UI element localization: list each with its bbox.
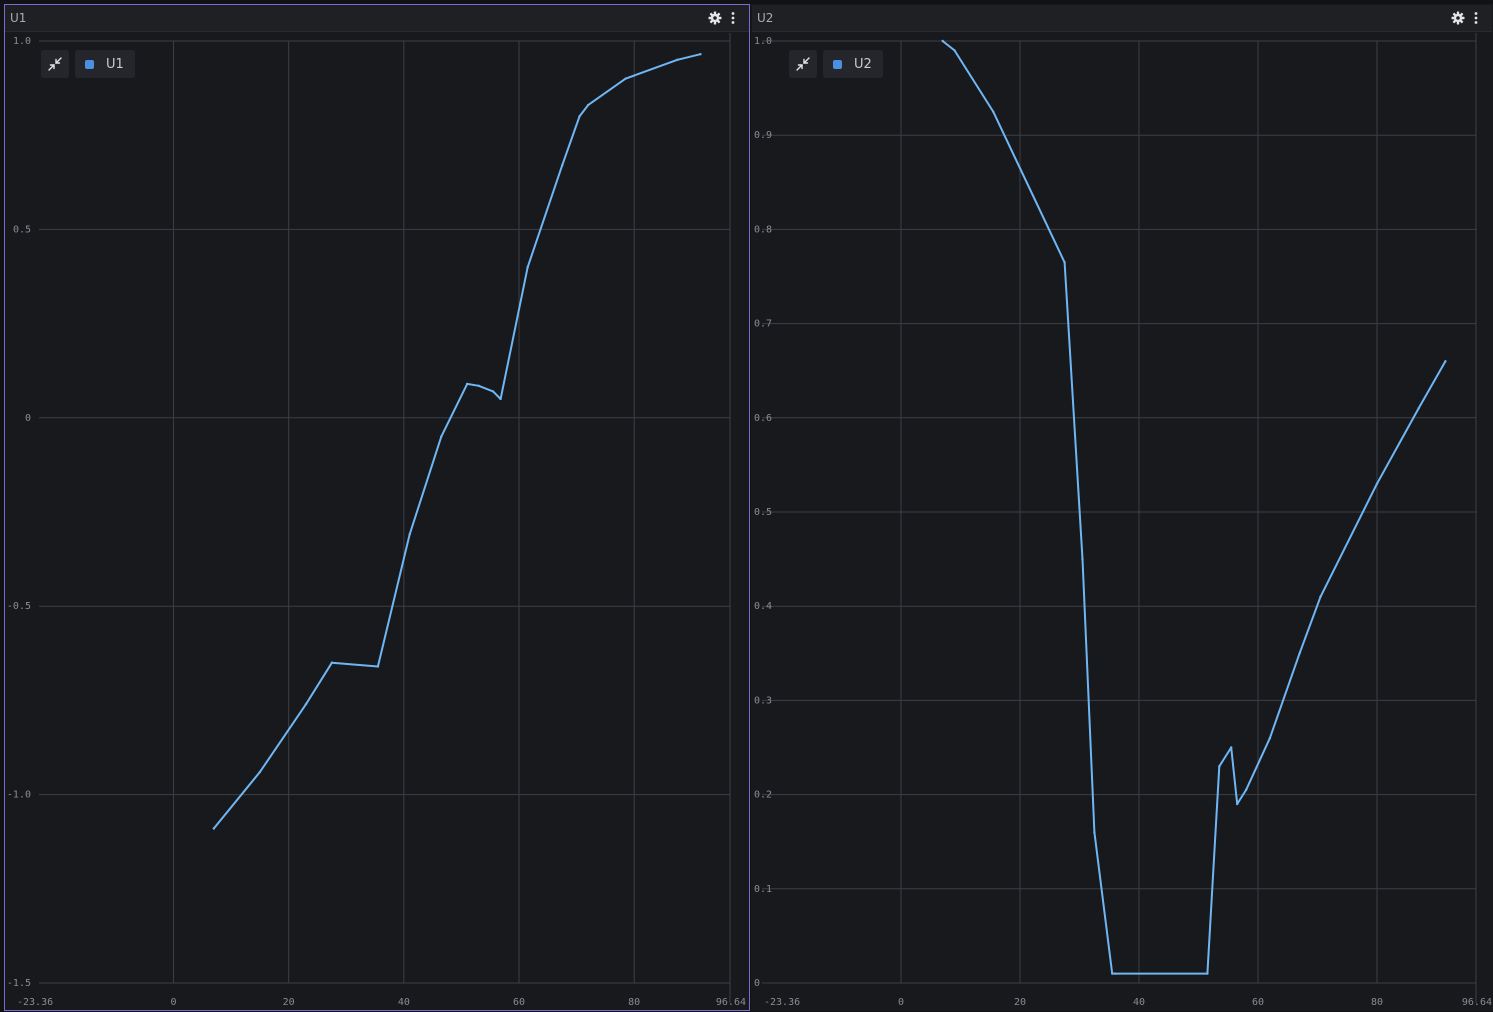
y-tick-label: 1.0 [13, 36, 31, 47]
grid-lines [762, 33, 1477, 1003]
y-tick-label: 0.9 [754, 130, 772, 141]
data-point [1298, 652, 1301, 655]
y-tick-label: 0.8 [754, 224, 772, 235]
kebab-menu-icon[interactable] [725, 10, 741, 26]
series-line-u1 [212, 53, 702, 830]
data-point [526, 265, 529, 269]
x-tick-label: 60 [1252, 997, 1264, 1008]
panel-title: U1 [10, 11, 27, 25]
plot-area[interactable]: -23.36 0 20 40 60 80 96.64 1.0 0.5 0 -0.5 -1.0 -1.5 [5, 32, 749, 1010]
line-chart-u2: -23.36 0 20 40 60 80 96.64 1.0 0.9 0.8 0.7 0.6 0.5 0.… [754, 33, 1492, 1008]
data-point [992, 110, 995, 113]
y-tick-label: 0.7 [754, 319, 772, 330]
data-point [1081, 557, 1084, 561]
panel-u2[interactable]: U2 [751, 4, 1493, 1011]
data-point [676, 58, 679, 62]
data-point [376, 665, 380, 668]
data-point [1113, 972, 1117, 975]
x-tick-label: 96.64 [1462, 997, 1492, 1008]
x-tick-label: 20 [1014, 997, 1026, 1008]
legend-swatch [833, 59, 842, 69]
y-tick-label: 0.5 [13, 224, 31, 235]
data-point [578, 115, 581, 118]
data-point [1444, 360, 1447, 363]
legend-label: U1 [106, 56, 124, 72]
gear-icon[interactable] [1450, 10, 1466, 26]
y-tick-label: 0 [25, 413, 31, 424]
line-chart-u1: -23.36 0 20 40 60 80 96.64 1.0 0.5 0 -0.5 -1.0 -1.5 [7, 33, 746, 1008]
data-point [1268, 736, 1272, 740]
data-point [1063, 261, 1066, 264]
data-point [1206, 972, 1209, 975]
plot-area[interactable]: -23.36 0 20 40 60 80 96.64 1.0 0.9 0.8 0.7 0.6 0.5 0.… [752, 32, 1492, 1010]
data-point [1417, 407, 1420, 410]
collapse-legend-button[interactable] [789, 50, 817, 78]
collapse-icon [48, 57, 62, 71]
data-point [499, 397, 502, 401]
data-point [408, 533, 411, 536]
x-tick-label: 0 [898, 997, 904, 1008]
y-tick-label: -1.0 [7, 790, 31, 801]
data-point [561, 164, 564, 167]
legend-swatch [85, 59, 94, 69]
data-point [330, 661, 334, 664]
data-point [624, 77, 627, 80]
x-tick-label: 60 [513, 997, 525, 1008]
data-point [941, 39, 944, 43]
data-point [1111, 972, 1114, 975]
gear-icon[interactable] [707, 10, 723, 26]
legend-item-u2[interactable]: U2 [823, 50, 883, 78]
x-tick-label: -23.36 [764, 997, 800, 1008]
y-tick-label: 1.0 [754, 36, 772, 47]
y-tick-label: -1.5 [7, 978, 31, 989]
data-point [258, 770, 262, 774]
x-tick-label: 80 [628, 997, 640, 1008]
y-tick-label: 0.2 [754, 790, 772, 801]
x-tick-label: 40 [1133, 997, 1145, 1008]
data-point [465, 382, 469, 386]
panel-header: U2 [752, 5, 1492, 32]
panel-u1[interactable]: U1 [4, 4, 750, 1011]
data-point [953, 49, 956, 52]
series-line-u2 [941, 40, 1447, 975]
x-tick-label: 0 [170, 997, 176, 1008]
collapse-icon [796, 57, 810, 71]
y-tick-label: 0.1 [754, 884, 772, 895]
x-tick-label: 20 [283, 997, 295, 1008]
y-tick-label: -0.5 [7, 601, 31, 612]
y-tick-label: 0.5 [754, 507, 772, 518]
collapse-legend-button[interactable] [41, 50, 69, 78]
data-point [699, 52, 702, 56]
data-point [1218, 765, 1221, 768]
y-tick-label: 0.4 [754, 601, 772, 612]
data-point [440, 435, 443, 438]
legend-label: U2 [854, 56, 872, 72]
data-point [1375, 482, 1379, 485]
data-point [1235, 802, 1239, 806]
y-tick-label: 0 [754, 978, 760, 989]
y-tick-label: 0.3 [754, 695, 772, 706]
data-point [1244, 788, 1248, 792]
data-point [491, 390, 495, 393]
series-points [941, 39, 1447, 975]
panel-title: U2 [757, 11, 774, 25]
series-points [212, 52, 702, 830]
data-point [212, 827, 216, 830]
panel-header: U1 [5, 5, 749, 32]
kebab-menu-icon[interactable] [1468, 10, 1484, 26]
x-tick-label: 80 [1371, 997, 1383, 1008]
y-tick-label: 0.6 [754, 413, 772, 424]
x-tick-label: 96.64 [716, 997, 746, 1008]
data-point [586, 103, 590, 107]
data-point [304, 702, 308, 706]
data-point [1093, 831, 1096, 834]
x-tick-label: 40 [398, 997, 410, 1008]
data-point [1230, 746, 1233, 749]
grid-lines [39, 33, 731, 1003]
x-tick-label: -23.36 [17, 997, 53, 1008]
data-point [1319, 595, 1322, 598]
legend-item-u1[interactable]: U1 [75, 50, 135, 78]
data-point [477, 384, 480, 387]
